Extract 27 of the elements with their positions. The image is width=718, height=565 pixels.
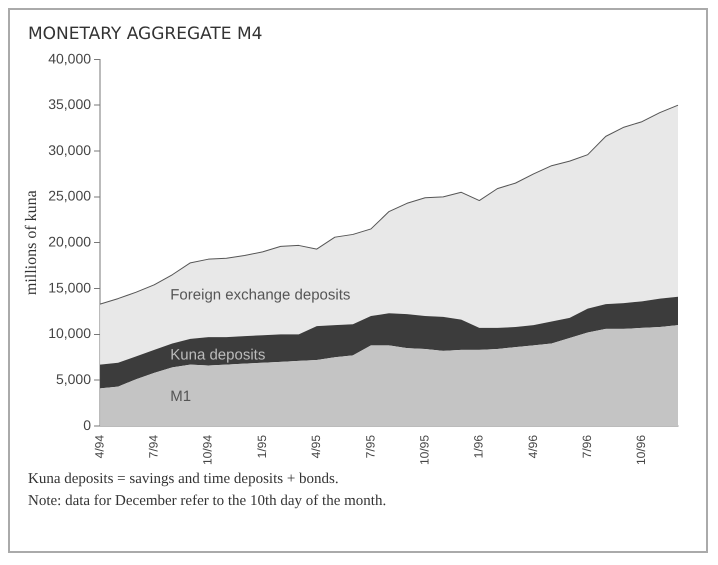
x-tick-label: 10/95 bbox=[417, 434, 432, 465]
y-tick-label: 25,000 bbox=[48, 188, 92, 204]
y-axis-title: millions of kuna bbox=[22, 190, 40, 296]
x-tick-label: 10/96 bbox=[634, 434, 648, 465]
x-tick-label: 1/96 bbox=[472, 434, 486, 458]
y-tick-label: 10,000 bbox=[48, 325, 92, 342]
y-tick-label: 35,000 bbox=[48, 96, 92, 112]
y-tick-label: 40,000 bbox=[48, 50, 92, 66]
x-tick-label: 7/94 bbox=[146, 434, 161, 458]
y-tick-label: 15,000 bbox=[48, 279, 92, 296]
x-tick-label: 4/95 bbox=[309, 434, 324, 458]
x-tick-label: 4/94 bbox=[92, 434, 106, 458]
x-tick-label: 7/96 bbox=[580, 434, 594, 458]
text: Kuna deposits = savings and time deposits + bonds. bbox=[28, 470, 340, 489]
x-tick-label: 10/94 bbox=[200, 434, 215, 465]
series-label: Kuna deposits bbox=[170, 346, 266, 364]
x-tick-label: 4/96 bbox=[526, 434, 540, 458]
y-tick-label: 5,000 bbox=[56, 371, 92, 388]
chart-title: MONETARY AGGREGATE M4 bbox=[28, 24, 264, 44]
text: Note: data for December refer to the 10th day of the month. bbox=[28, 492, 388, 511]
y-tick-label: 0 bbox=[83, 416, 92, 433]
x-tick-label: 7/95 bbox=[363, 434, 378, 458]
y-tick-label: 20,000 bbox=[48, 234, 92, 250]
series-label: M1 bbox=[170, 388, 192, 405]
series-label: Foreign exchange deposits bbox=[170, 286, 350, 304]
y-tick-label: 30,000 bbox=[48, 142, 92, 158]
x-tick-label: 1/95 bbox=[254, 434, 269, 458]
